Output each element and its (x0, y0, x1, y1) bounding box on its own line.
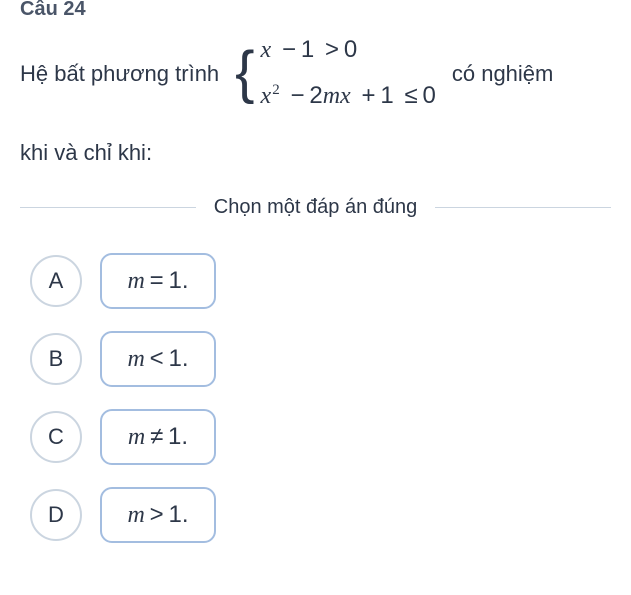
option-a-row: A m = 1. (30, 253, 611, 309)
options-list: A m = 1. B m < 1. C m ≠ 1. D m > 1. (20, 253, 611, 543)
option-b-box[interactable]: m < 1. (100, 331, 216, 387)
option-b-circle[interactable]: B (30, 333, 82, 385)
option-a-math: m = 1. (127, 267, 188, 295)
question-line-2: khi và chỉ khi: (20, 140, 611, 166)
inequality-system: { x − 1 > 0 x2 − 2mx + 1 ≤ 0 (235, 31, 436, 116)
option-c-row: C m ≠ 1. (30, 409, 611, 465)
option-d-row: D m > 1. (30, 487, 611, 543)
option-d-circle[interactable]: D (30, 489, 82, 541)
system-line-2: x2 − 2mx + 1 ≤ 0 (261, 77, 436, 115)
question-row-1: Hệ bất phương trình { x − 1 > 0 x2 − 2mx… (20, 31, 553, 116)
system-line-1: x − 1 > 0 (261, 31, 436, 69)
option-d-math: m > 1. (127, 501, 188, 529)
instruction-divider: Chọn một đáp án đúng (20, 196, 611, 219)
divider-left (20, 207, 196, 208)
divider-right (435, 207, 611, 208)
question-text: Hệ bất phương trình { x − 1 > 0 x2 − 2mx… (20, 31, 611, 116)
system-lines: x − 1 > 0 x2 − 2mx + 1 ≤ 0 (261, 31, 436, 116)
left-brace-icon: { (235, 44, 254, 102)
option-b-row: B m < 1. (30, 331, 611, 387)
option-b-math: m < 1. (127, 345, 188, 373)
instruction-text: Chọn một đáp án đúng (214, 196, 418, 219)
option-a-box[interactable]: m = 1. (100, 253, 216, 309)
option-c-circle[interactable]: C (30, 411, 82, 463)
question-before-text: Hệ bất phương trình (20, 56, 219, 91)
question-number: Câu 24 (20, 0, 611, 21)
option-a-circle[interactable]: A (30, 255, 82, 307)
question-after-text: có nghiệm (452, 56, 554, 91)
option-c-math: m ≠ 1. (128, 423, 188, 451)
option-d-box[interactable]: m > 1. (100, 487, 216, 543)
option-c-box[interactable]: m ≠ 1. (100, 409, 216, 465)
